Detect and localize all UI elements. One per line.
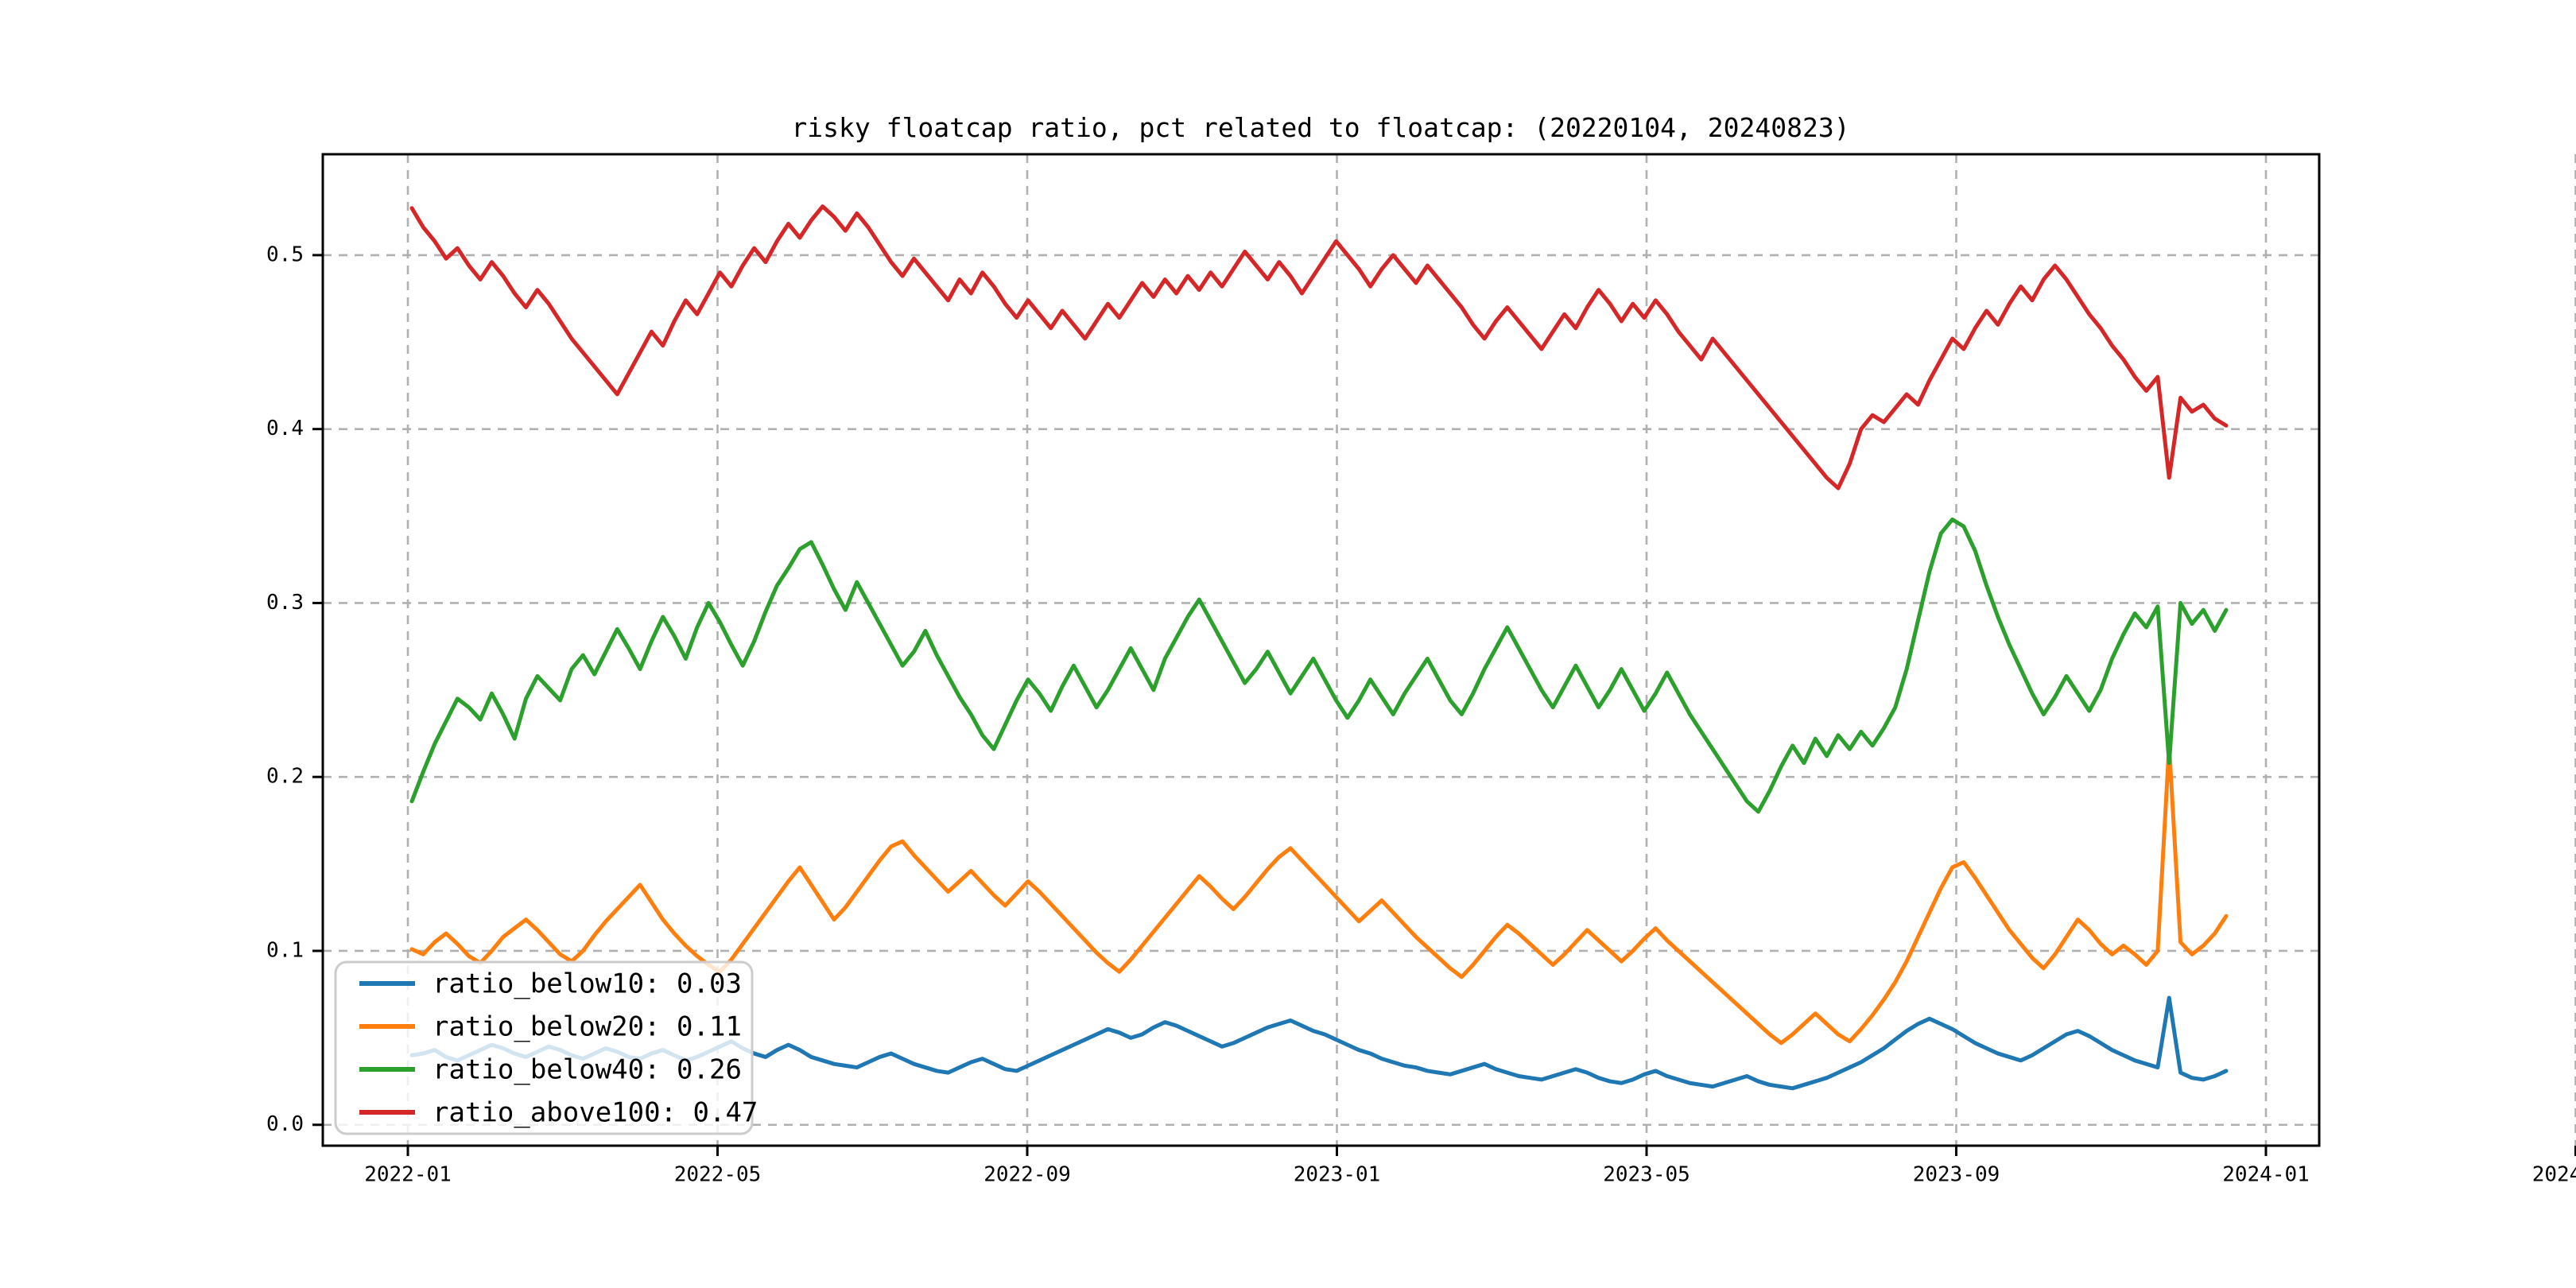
- y-tick-label-0: 0.0: [266, 1112, 304, 1136]
- legend-box: [334, 960, 754, 1135]
- x-tick-label-6: 2024-01: [2222, 1162, 2310, 1186]
- grid-lines: [323, 154, 2576, 1146]
- y-axis-tick-labels: 0.0 0.1 0.2 0.3 0.4 0.5: [266, 242, 304, 1136]
- plot-frame: [321, 153, 2321, 1147]
- y-tick-label-5: 0.5: [266, 242, 304, 266]
- x-tick-label-1: 2022-05: [674, 1162, 762, 1186]
- legend-label-ratio_below10[interactable]: ratio_below10: 0.03: [433, 968, 742, 1000]
- series-line-ratio_below40: [409, 517, 2229, 814]
- chart-legend[interactable]: ratio_below10: 0.03 ratio_below20: 0.11 ra…: [334, 960, 758, 1135]
- y-tick-label-1: 0.1: [266, 938, 304, 962]
- page-title: risky floatcap ratio, pct related to flo…: [791, 112, 1849, 143]
- legend-label-ratio_below20[interactable]: ratio_below20: 0.11: [433, 1011, 742, 1043]
- axis-ticks: [312, 254, 2576, 1156]
- legend-label-ratio_above100[interactable]: ratio_above100: 0.47: [433, 1097, 758, 1129]
- x-tick-label-3: 2023-01: [1294, 1162, 1381, 1186]
- y-tick-label-4: 0.4: [266, 417, 304, 440]
- x-tick-label-0: 2022-01: [364, 1162, 452, 1186]
- y-tick-label-2: 0.2: [266, 765, 304, 789]
- x-tick-label-4: 2023-05: [1603, 1162, 1690, 1186]
- x-axis-tick-labels: 2022-01 2022-05 2022-09 2023-01 2023-05 2023-…: [364, 1162, 2576, 1186]
- axes-spines: [321, 153, 2321, 1147]
- x-tick-label-2: 2022-09: [983, 1162, 1071, 1186]
- legend-label-ratio_below40[interactable]: ratio_below40: 0.26: [433, 1054, 742, 1086]
- x-tick-label-5: 2023-09: [1913, 1162, 2000, 1186]
- y-tick-label-3: 0.3: [266, 591, 304, 615]
- series-line-ratio_above100: [409, 204, 2229, 491]
- x-tick-label-7: 2024-05: [2532, 1162, 2576, 1186]
